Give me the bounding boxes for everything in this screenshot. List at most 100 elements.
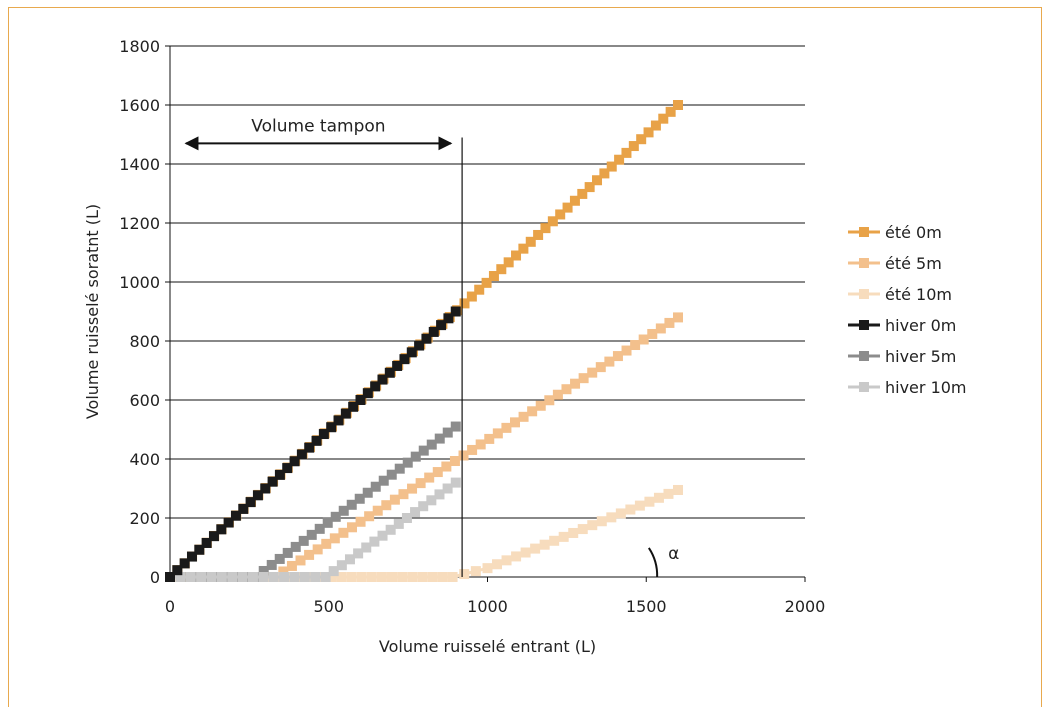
data-point <box>387 572 398 582</box>
data-point <box>336 560 347 571</box>
data-point <box>201 537 212 548</box>
data-point <box>549 535 560 546</box>
data-point <box>673 484 683 495</box>
data-point <box>206 572 217 582</box>
data-point <box>650 120 661 131</box>
data-point <box>658 113 669 124</box>
data-point <box>330 511 341 522</box>
data-point <box>186 551 197 562</box>
data-point <box>547 216 558 227</box>
data-point <box>362 388 373 399</box>
data-point <box>482 563 493 574</box>
data-point <box>274 469 285 480</box>
data-point <box>647 328 658 339</box>
figure-frame <box>8 7 1042 707</box>
data-point <box>384 367 395 378</box>
data-point <box>165 572 175 582</box>
data-point <box>223 517 234 528</box>
data-point <box>625 504 636 515</box>
data-point <box>299 572 310 582</box>
data-point <box>389 494 400 505</box>
legend-item: été 0m <box>848 223 942 242</box>
data-point <box>304 442 315 453</box>
data-point <box>511 551 522 562</box>
data-point <box>172 565 183 576</box>
data-point <box>458 450 469 461</box>
data-point <box>481 277 492 288</box>
data-point <box>442 427 453 438</box>
legend-label: été 5m <box>885 254 942 273</box>
data-point <box>427 572 438 582</box>
data-point <box>378 475 389 486</box>
data-point <box>238 503 249 514</box>
y-tick-label: 1000 <box>119 273 160 292</box>
legend-swatch-marker <box>859 258 869 268</box>
data-point <box>421 333 432 344</box>
data-point <box>282 463 293 474</box>
data-point <box>604 356 615 367</box>
data-point <box>175 572 186 582</box>
data-point <box>447 572 458 582</box>
data-point <box>466 291 477 302</box>
data-point <box>230 510 241 521</box>
data-point <box>348 401 359 412</box>
data-point <box>393 518 404 529</box>
data-point <box>569 195 580 206</box>
data-point <box>196 572 207 582</box>
data-point <box>321 538 332 549</box>
series-hiver-10m <box>165 477 461 582</box>
data-point <box>290 541 301 552</box>
chart: 0 200 400 600 800 1000 1200 1400 1600 1800 0 500 100… <box>83 37 967 656</box>
data-point <box>621 345 632 356</box>
data-point <box>333 415 344 426</box>
data-point <box>279 572 290 582</box>
data-point <box>296 449 307 460</box>
legend-swatch-marker <box>859 227 869 237</box>
data-point <box>397 572 408 582</box>
data-point <box>274 553 285 564</box>
data-point <box>289 456 300 467</box>
data-point <box>467 444 478 455</box>
data-point <box>511 250 522 261</box>
data-point <box>407 572 418 582</box>
y-tick-label: 600 <box>129 391 160 410</box>
data-point <box>364 511 375 522</box>
data-point <box>424 472 435 483</box>
data-point <box>450 421 461 432</box>
data-point <box>443 313 454 324</box>
data-point <box>353 548 364 559</box>
data-point <box>318 429 329 440</box>
data-point <box>530 543 541 554</box>
data-point <box>370 381 381 392</box>
x-tick-label: 1500 <box>626 597 667 616</box>
data-point <box>555 209 566 220</box>
data-point <box>415 478 426 489</box>
legend-item: été 10m <box>848 285 952 304</box>
y-tick-label: 200 <box>129 509 160 528</box>
series-layer <box>165 100 683 582</box>
data-point <box>372 505 383 516</box>
data-point <box>539 539 550 550</box>
legend-label: été 0m <box>885 223 942 242</box>
data-point <box>638 334 649 345</box>
legend-swatch-marker <box>859 351 869 361</box>
data-point <box>509 417 520 428</box>
data-point <box>376 572 387 582</box>
data-point <box>418 501 429 512</box>
data-point <box>474 284 485 295</box>
data-point <box>544 395 555 406</box>
data-point <box>665 106 676 117</box>
data-point <box>216 524 227 535</box>
data-point <box>304 549 315 560</box>
data-point <box>488 271 499 282</box>
data-point <box>558 531 569 542</box>
data-point <box>599 168 610 179</box>
data-point <box>492 428 503 439</box>
data-point <box>252 490 263 501</box>
data-point <box>370 481 381 492</box>
legend-label: hiver 0m <box>885 316 956 335</box>
data-point <box>338 527 349 538</box>
data-point <box>562 202 573 213</box>
data-point <box>643 127 654 138</box>
angle-arc <box>648 547 659 578</box>
